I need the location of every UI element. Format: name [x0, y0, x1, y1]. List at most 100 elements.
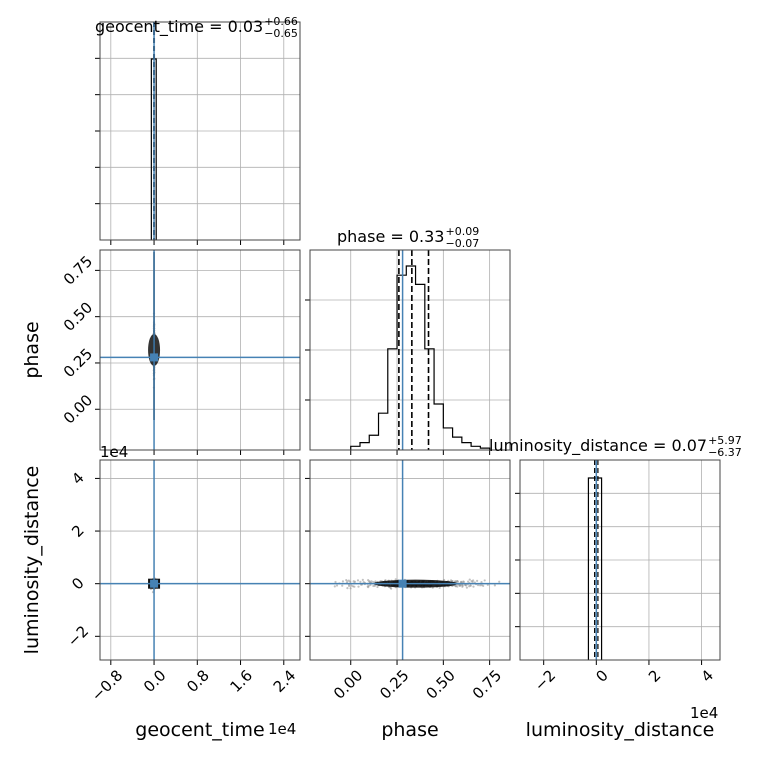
scatter-point: [376, 585, 379, 589]
y-tick-label: 0.00: [60, 391, 96, 427]
scatter-point: [335, 584, 339, 587]
scatter-point: [346, 587, 349, 590]
title-text: luminosity_distance = 0.07: [489, 436, 707, 456]
scatter-point: [367, 586, 370, 589]
scatter-point: [472, 585, 475, 588]
scatter-point: [353, 585, 356, 588]
title-subscript: −0.65: [264, 27, 298, 40]
panel-luminosity-distance-vs-phase: [309, 459, 511, 661]
x-tick-label: 0.8: [183, 666, 213, 696]
truth-marker: [150, 353, 159, 362]
y-tick-label: 0.75: [60, 252, 96, 288]
x-tick-label: 0.00: [330, 666, 366, 702]
title-subscript: −0.07: [445, 237, 479, 250]
title-superscript: +0.09: [445, 225, 479, 238]
y-tick-label: 4: [68, 469, 87, 488]
panel-title-phase: phase = 0.33 +0.09−0.07: [337, 225, 479, 250]
scatter-point: [333, 585, 336, 588]
scatter-point: [470, 580, 473, 583]
y-tick-label: −2: [64, 622, 92, 650]
scatter-point: [459, 580, 463, 583]
x-tick-label: 0.50: [423, 666, 459, 702]
scatter-point: [345, 579, 348, 582]
scatter-point: [341, 580, 345, 583]
x-tick-label: 0.25: [376, 666, 412, 702]
truth-marker: [150, 579, 159, 588]
scatter-point: [454, 580, 457, 583]
scatter-point: [373, 584, 376, 588]
scatter-point: [462, 580, 465, 583]
scatter-point: [362, 581, 365, 584]
scatter-point: [356, 579, 360, 582]
scatter-point: [467, 580, 470, 583]
x-tick-label: 0: [592, 666, 611, 685]
x-tick-label: 2.4: [270, 666, 300, 696]
scatter-point: [480, 581, 483, 584]
y-tick-label: 0.25: [60, 345, 96, 381]
scatter-point: [464, 584, 468, 587]
title-text: phase = 0.33: [337, 227, 444, 246]
scatter-point: [361, 578, 364, 581]
x-tick-label: 2: [645, 666, 664, 685]
scatter-point: [372, 580, 375, 584]
scatter-point: [493, 584, 496, 587]
x-tick-label: 1.6: [226, 666, 256, 696]
offset-label-y-luminosity-distance: 1e4: [100, 443, 128, 461]
histogram-phase: [350, 265, 491, 450]
x-axis-label: phase: [381, 719, 438, 741]
scatter-point: [349, 587, 352, 590]
x-tick-label: −2: [531, 666, 559, 694]
x-tick-label: −0.8: [88, 666, 126, 704]
y-axis-label: phase: [21, 321, 43, 378]
scatter-point: [498, 580, 501, 583]
title-text: geocent_time = 0.03: [95, 17, 263, 37]
scatter-point: [465, 586, 468, 589]
panel-geocent-time-hist: [99, 21, 301, 241]
scatter-point: [394, 578, 397, 581]
panel-luminosity-distance-vs-geocent-time: [99, 459, 301, 661]
scatter-point: [476, 584, 480, 587]
scatter-point: [357, 585, 360, 588]
x-tick-label: 4: [698, 666, 717, 685]
x-tick-label: 0.75: [469, 666, 505, 702]
scatter-point: [359, 580, 362, 583]
x-tick-label: 0.0: [140, 666, 170, 696]
panel-phase-hist: [309, 249, 511, 451]
scatter-point: [442, 578, 446, 582]
scatter-point: [352, 580, 355, 583]
scatter-point: [468, 578, 471, 581]
scatter-point: [476, 579, 479, 582]
scatter-point: [454, 584, 457, 588]
scatter-point: [438, 586, 441, 589]
scatter-point: [349, 580, 352, 583]
x-axis-label: geocent_time: [135, 719, 264, 741]
offset-label-x-luminosity-distance: 1e4: [690, 704, 718, 722]
scatter-point: [334, 580, 337, 584]
scatter-point: [384, 579, 387, 582]
scatter-point: [374, 580, 377, 583]
scatter-point: [456, 579, 459, 583]
scatter-point: [482, 584, 485, 587]
title-superscript: +0.66: [264, 15, 298, 28]
offset-label-x-geocent-time: 1e4: [268, 720, 296, 738]
y-axis-label: luminosity_distance: [21, 466, 43, 655]
scatter-point: [369, 583, 372, 587]
panel-title-geocent-time: geocent_time = 0.03 +0.66−0.65: [95, 15, 298, 40]
y-tick-label: 0: [68, 574, 87, 593]
scatter-point: [468, 585, 471, 588]
y-tick-label: 2: [68, 521, 87, 540]
truth-marker: [398, 579, 407, 588]
scatter-point: [483, 579, 486, 582]
scatter-point: [350, 584, 353, 587]
scatter-point: [389, 586, 392, 589]
panel-title-luminosity-distance: luminosity_distance = 0.07 +5.97−6.37: [489, 434, 742, 459]
scatter-point: [367, 579, 370, 582]
y-tick-label: 0.50: [60, 298, 96, 334]
title-subscript: −6.37: [708, 446, 742, 459]
panel-phase-vs-geocent-time: [99, 249, 301, 451]
scatter-point: [370, 580, 373, 583]
panel-luminosity-distance-hist: [519, 459, 721, 661]
scatter-point: [341, 584, 344, 587]
x-axis-label: luminosity_distance: [526, 719, 715, 741]
